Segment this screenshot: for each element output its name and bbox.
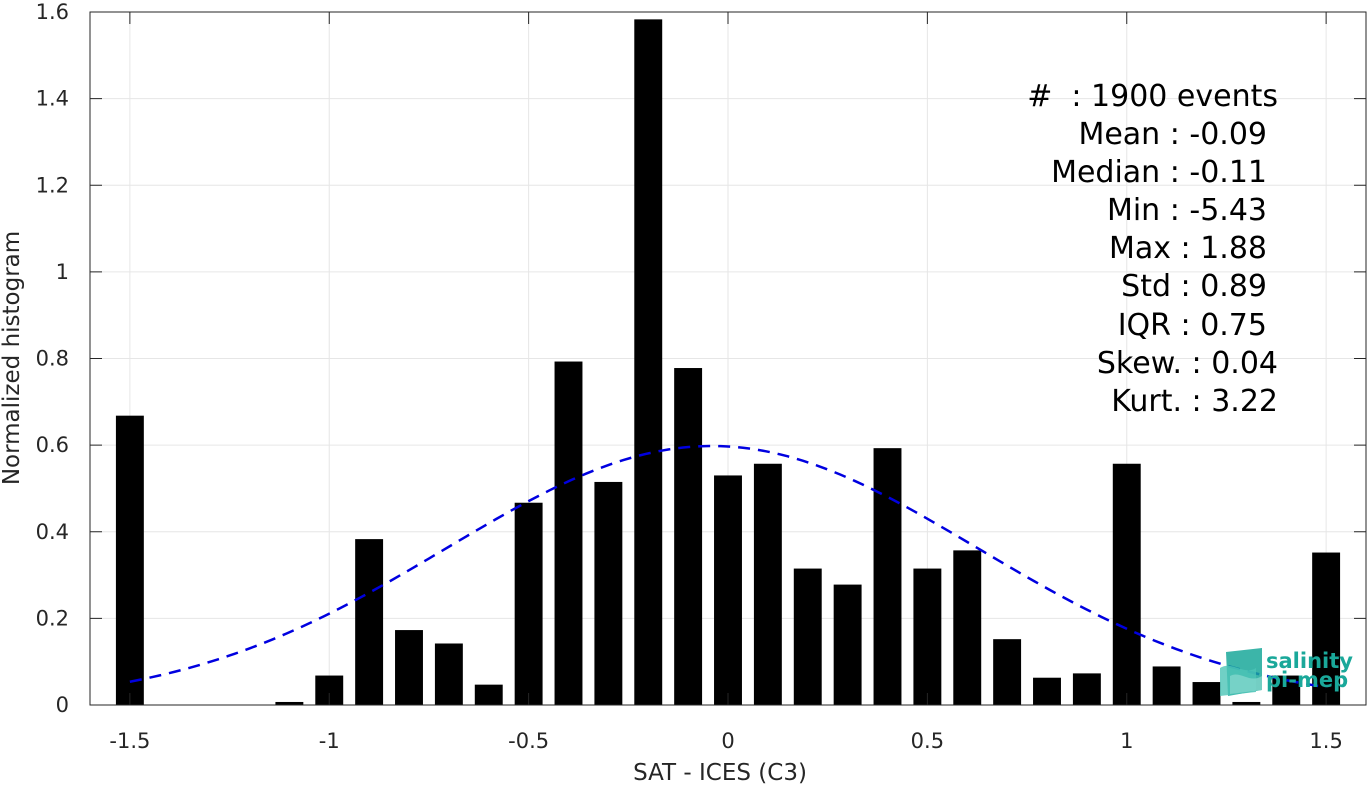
histogram-bar xyxy=(1033,677,1061,705)
x-tick-label: 0.5 xyxy=(911,729,944,753)
histogram-bar xyxy=(1272,675,1301,705)
histogram-bar xyxy=(1072,673,1101,705)
histogram-bar xyxy=(993,639,1022,705)
axis-ticks xyxy=(90,11,1366,706)
y-tick-label: 0 xyxy=(56,693,69,717)
x-tick-labels: -1.5 -1 -0.5 0 0.5 1 1.5 xyxy=(109,729,1342,753)
histogram-bar xyxy=(913,568,942,705)
histogram-bar xyxy=(594,481,623,705)
histogram-bar xyxy=(275,701,304,705)
histogram-bar xyxy=(434,643,463,705)
histogram-bar xyxy=(514,502,543,705)
x-tick-label: 1.5 xyxy=(1309,729,1342,753)
y-tick-label: 1.4 xyxy=(36,87,69,111)
y-tick-label: 0.2 xyxy=(36,606,69,630)
logo-text-line1: salinity xyxy=(1266,649,1353,673)
salinity-pimep-logo: salinity pi-mep xyxy=(1220,648,1353,696)
stat-max: Max : 1.88 xyxy=(1109,231,1267,266)
stat-mean: Mean : -0.09 xyxy=(1078,117,1267,152)
stat-events: # : 1900 events xyxy=(1027,79,1278,114)
histogram-bar xyxy=(634,19,663,706)
histogram-bar xyxy=(873,448,902,705)
y-tick-labels: 0 0.2 0.4 0.6 0.8 1 1.2 1.4 1.6 xyxy=(36,0,69,717)
histogram-bar xyxy=(793,568,822,705)
y-tick-label: 0.6 xyxy=(36,433,69,457)
histogram-bar xyxy=(1312,552,1341,705)
stats-box: # : 1900 events Mean : -0.09 Median : -0… xyxy=(1027,79,1278,419)
histogram-bar xyxy=(953,550,982,705)
y-tick-label: 1.2 xyxy=(36,173,69,197)
histogram-bar xyxy=(395,630,423,705)
histogram-bar xyxy=(1232,701,1261,705)
x-tick-label: 1 xyxy=(1120,729,1133,753)
stat-skew: Skew. : 0.04 xyxy=(1097,346,1278,381)
stat-median: Median : -0.11 xyxy=(1051,155,1267,190)
x-tick-label: -1 xyxy=(319,729,340,753)
stat-iqr: IQR : 0.75 xyxy=(1118,308,1267,343)
normal-fit-curve xyxy=(129,444,1327,689)
histogram-bar xyxy=(474,684,503,705)
histogram-bar xyxy=(554,361,583,705)
histogram-bar xyxy=(1152,666,1181,705)
histogram-bar xyxy=(1192,682,1221,705)
y-tick-label: 1.6 xyxy=(36,0,69,24)
logo-text-line2: pi-mep xyxy=(1266,668,1348,692)
wave-logo-icon xyxy=(1220,648,1262,696)
y-tick-label: 0.4 xyxy=(36,520,69,544)
stat-std: Std : 0.89 xyxy=(1121,269,1267,304)
x-tick-label: 0 xyxy=(721,729,734,753)
histogram-bar xyxy=(753,463,782,705)
stat-kurt: Kurt. : 3.22 xyxy=(1111,384,1278,419)
histogram-bar xyxy=(674,368,703,705)
x-tick-label: -0.5 xyxy=(508,729,549,753)
histogram-bar xyxy=(1112,463,1141,705)
grid xyxy=(90,11,1366,706)
y-tick-label: 0.8 xyxy=(36,347,69,371)
stat-min: Min : -5.43 xyxy=(1107,193,1267,228)
histogram-bar xyxy=(115,415,144,705)
histogram-bar xyxy=(355,539,384,705)
histogram-bar xyxy=(714,475,742,705)
histogram-bar xyxy=(833,584,862,705)
x-axis-title: SAT - ICES (C3) xyxy=(633,760,807,785)
y-axis-title: Normalized histogram xyxy=(0,231,25,485)
y-tick-label: 1 xyxy=(56,260,69,284)
x-tick-label: -1.5 xyxy=(109,729,150,753)
